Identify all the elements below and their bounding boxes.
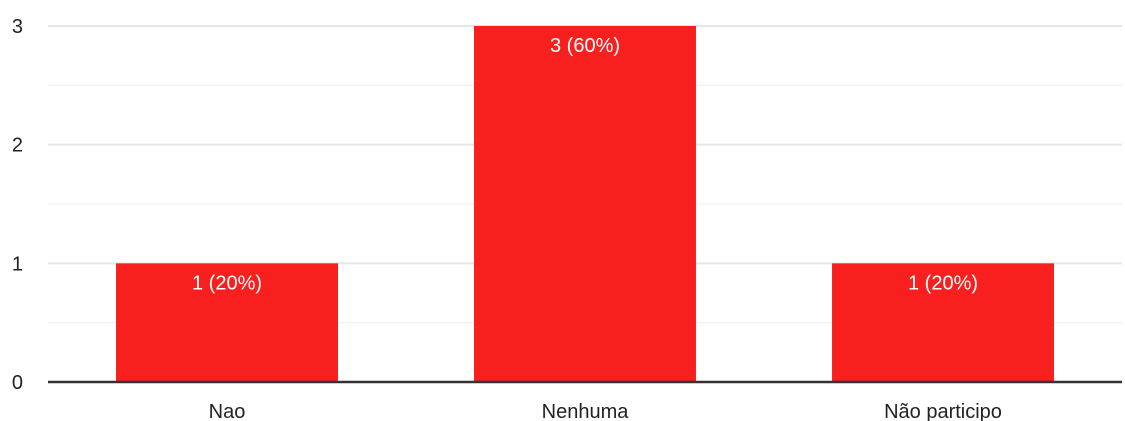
data-label: 3 (60%) <box>550 35 620 57</box>
bar-1[interactable] <box>474 26 696 382</box>
x-tick-label: Não participo <box>884 401 1002 421</box>
bar-0[interactable] <box>116 263 338 382</box>
data-labels: 1 (20%) 3 (60%) 1 (20%) <box>192 35 978 294</box>
y-tick-labels: 0 1 2 3 <box>12 16 23 394</box>
bars <box>116 26 1054 382</box>
data-label: 1 (20%) <box>192 272 262 294</box>
bar-2[interactable] <box>832 263 1054 382</box>
data-label: 1 (20%) <box>908 272 978 294</box>
x-tick-labels: Nao Nenhuma Não participo <box>209 401 1002 421</box>
x-tick-label: Nenhuma <box>542 401 630 421</box>
x-tick-label: Nao <box>209 401 246 421</box>
y-tick-label: 2 <box>12 135 23 157</box>
y-tick-label: 3 <box>12 16 23 38</box>
y-tick-label: 0 <box>12 372 23 394</box>
y-tick-label: 1 <box>12 253 23 275</box>
